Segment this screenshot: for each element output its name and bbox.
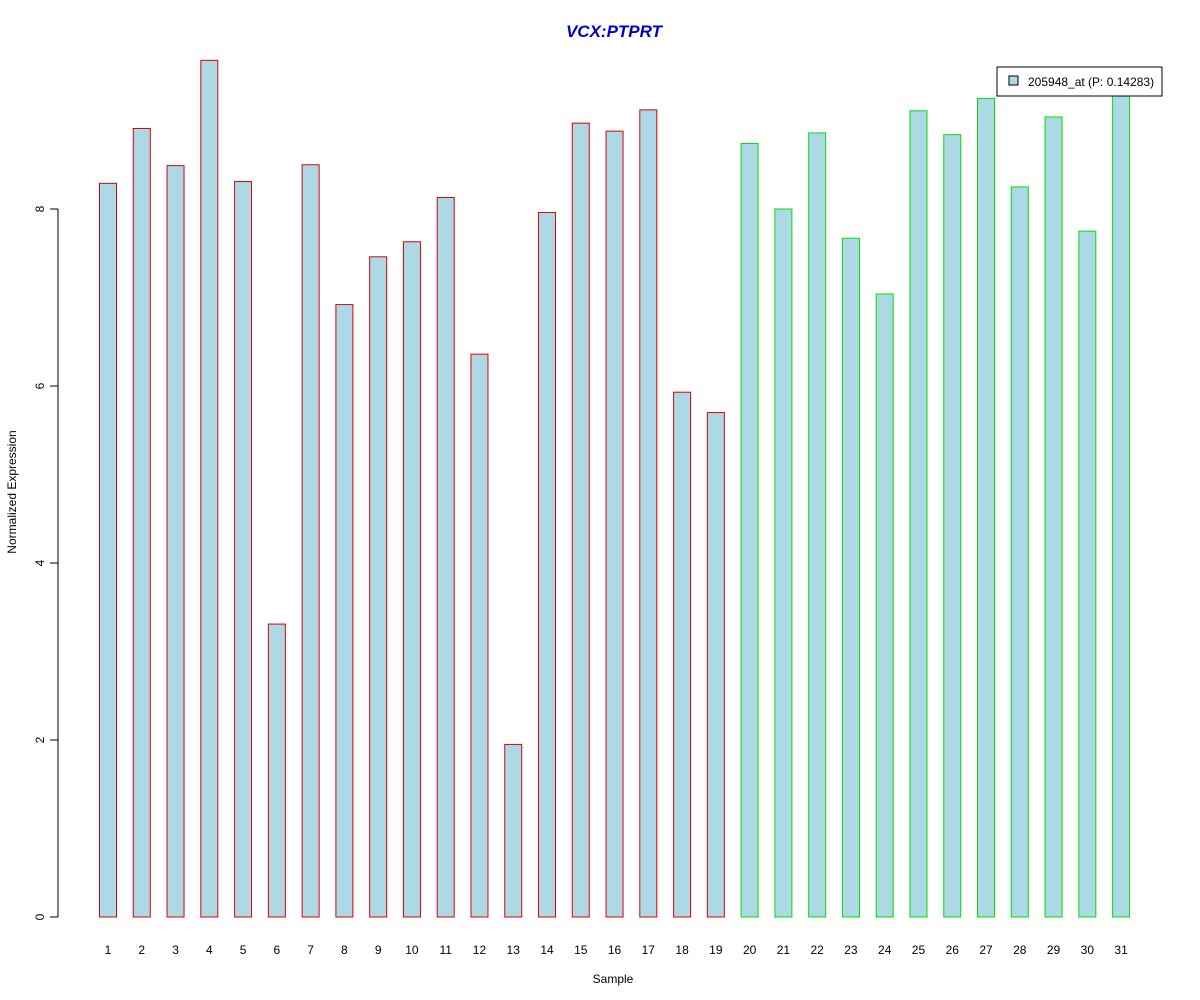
bar-sample-13 — [504, 743, 523, 918]
bar-sample-18 — [673, 391, 692, 918]
bar-sample-2 — [132, 127, 151, 918]
y-axis: 0 2 4 6 8 — [33, 205, 59, 920]
y-axis-label: Normalized Expression — [5, 430, 19, 553]
bar-sample-28 — [1010, 186, 1029, 918]
y-tick-label: 4 — [33, 559, 47, 566]
bar-sample-30 — [1078, 230, 1097, 918]
bar-sample-25 — [909, 110, 928, 918]
bar-sample-9 — [369, 256, 388, 918]
x-tick-label: 26 — [946, 943, 960, 957]
chart-title: VCX:PTPRT — [566, 22, 664, 41]
x-tick-label: 25 — [912, 943, 926, 957]
x-tick-label: 22 — [810, 943, 824, 957]
x-tick-labels: 1 2 3 4 5 6 7 8 9 10 11 12 13 14 15 16 17 18 19 20 21 22 23 24 2… — [105, 943, 1128, 957]
x-tick-label: 8 — [341, 943, 348, 957]
x-tick-label: 13 — [507, 943, 521, 957]
x-tick-label: 4 — [206, 943, 213, 957]
legend-box — [996, 66, 1163, 97]
x-tick-label: 24 — [878, 943, 892, 957]
legend-label: 205948_at (P: 0.14283) — [1028, 75, 1154, 89]
x-tick-label: 1 — [105, 943, 112, 957]
x-tick-label: 2 — [138, 943, 145, 957]
bar-sample-11 — [436, 196, 455, 918]
bar-sample-16 — [605, 130, 624, 918]
x-tick-label: 9 — [375, 943, 382, 957]
x-tick-label: 7 — [307, 943, 314, 957]
legend: 205948_at (P: 0.14283) — [996, 66, 1163, 97]
x-tick-label: 19 — [709, 943, 723, 957]
bar-sample-6 — [267, 623, 286, 918]
x-tick-label: 31 — [1114, 943, 1128, 957]
bar-sample-31 — [1112, 89, 1131, 918]
x-tick-label: 12 — [473, 943, 487, 957]
bar-sample-21 — [774, 208, 793, 918]
x-tick-label: 28 — [1013, 943, 1027, 957]
bar-sample-4 — [200, 59, 219, 918]
bar-sample-19 — [706, 412, 725, 918]
bar-sample-7 — [301, 164, 320, 918]
x-tick-label: 17 — [642, 943, 656, 957]
y-tick-label: 8 — [33, 205, 47, 212]
x-tick-label: 14 — [540, 943, 554, 957]
bar-sample-12 — [470, 353, 489, 918]
x-tick-label: 11 — [439, 943, 452, 957]
x-tick-label: 5 — [240, 943, 247, 957]
bar-sample-29 — [1044, 116, 1063, 918]
x-tick-label: 27 — [979, 943, 993, 957]
bar-sample-22 — [808, 132, 827, 918]
bar-sample-5 — [234, 181, 253, 918]
x-tick-label: 30 — [1081, 943, 1095, 957]
x-tick-label: 16 — [608, 943, 622, 957]
bar-sample-1 — [99, 182, 117, 918]
bar-sample-24 — [875, 293, 894, 918]
bar-sample-10 — [402, 241, 421, 918]
bar-sample-15 — [571, 122, 590, 918]
bar-sample-26 — [943, 134, 962, 918]
y-tick-label: 6 — [33, 382, 47, 389]
y-tick-label: 2 — [33, 736, 47, 743]
x-tick-label: 15 — [574, 943, 588, 957]
x-axis-label: Sample — [593, 972, 634, 986]
bar-sample-17 — [639, 109, 658, 918]
bar-sample-27 — [977, 97, 996, 918]
x-tick-label: 3 — [172, 943, 179, 957]
bar-sample-20 — [740, 143, 759, 918]
legend-swatch — [1008, 75, 1019, 86]
bar-sample-3 — [166, 165, 185, 918]
bar-sample-14 — [538, 212, 557, 918]
bar-sample-23 — [841, 237, 860, 918]
x-tick-label: 21 — [777, 943, 791, 957]
bars-group — [99, 59, 1131, 918]
x-tick-label: 23 — [844, 943, 858, 957]
x-tick-label: 18 — [675, 943, 689, 957]
bar-sample-8 — [335, 304, 354, 918]
x-tick-label: 6 — [274, 943, 281, 957]
x-tick-label: 20 — [743, 943, 757, 957]
x-tick-label: 10 — [405, 943, 419, 957]
y-tick-label: 0 — [33, 913, 47, 920]
x-tick-label: 29 — [1047, 943, 1061, 957]
